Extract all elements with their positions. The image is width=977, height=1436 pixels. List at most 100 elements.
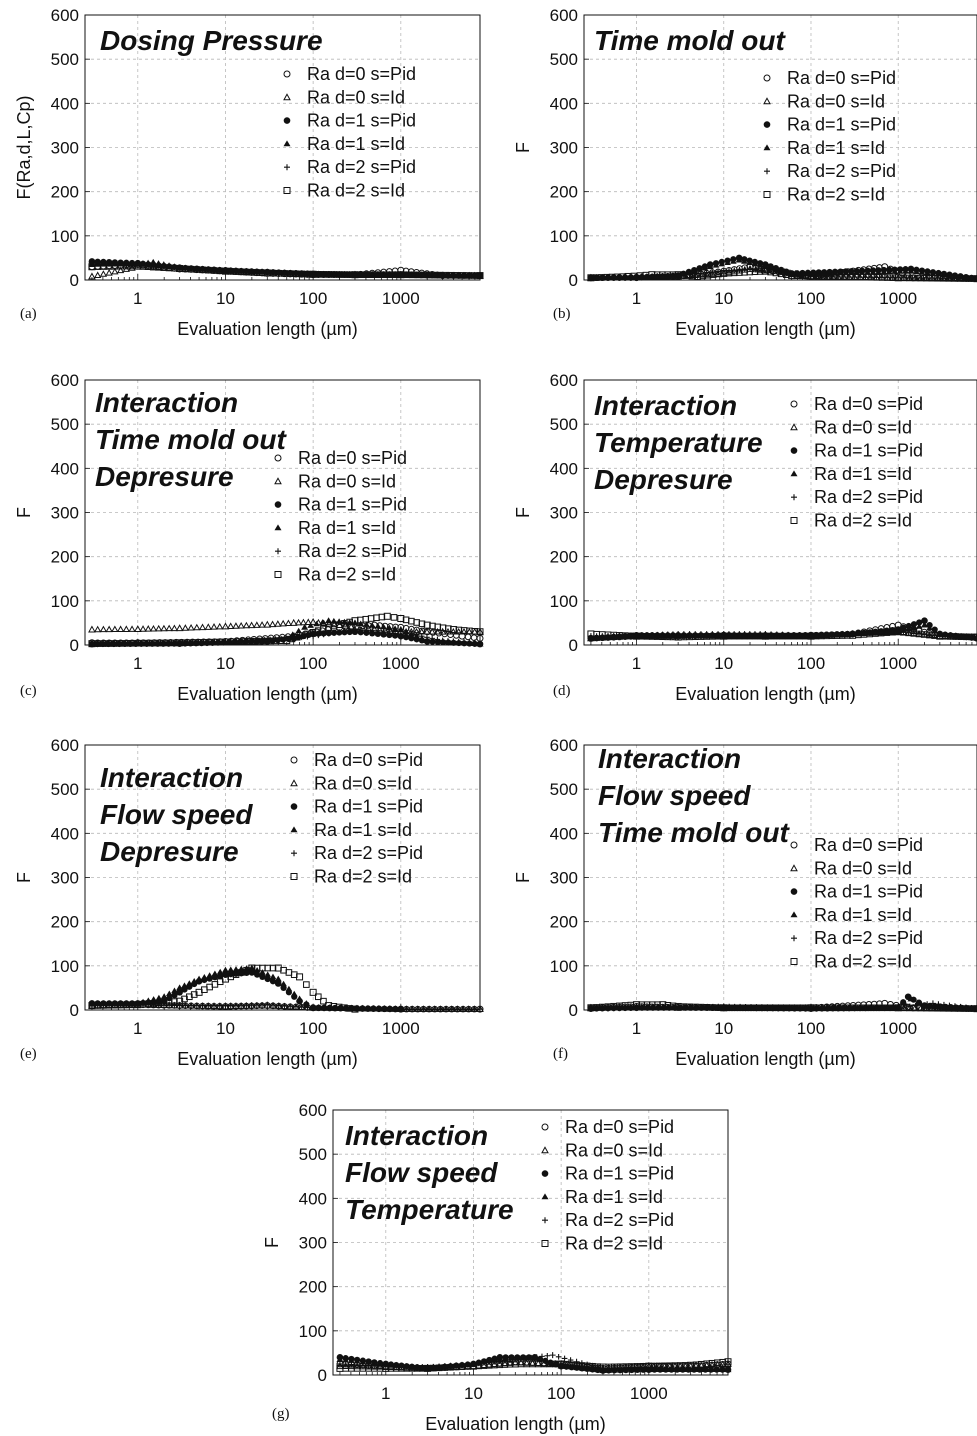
- data-point: [190, 977, 198, 984]
- series-5: [88, 964, 359, 1013]
- data-point: [362, 615, 370, 623]
- data-point: [368, 622, 376, 628]
- data-point: [974, 275, 977, 282]
- data-point: [363, 627, 370, 633]
- data-point: [221, 966, 229, 973]
- y-tick-label: 100: [550, 227, 578, 246]
- data-point: [347, 622, 355, 630]
- data-point: [781, 270, 788, 277]
- legend-entry: Ra d=1 s=Pid: [565, 1164, 674, 1184]
- data-point: [112, 1002, 118, 1008]
- legend-marker: [274, 571, 282, 578]
- data-point: [100, 640, 106, 647]
- data-point: [100, 260, 107, 266]
- data-point: [894, 628, 902, 636]
- data-point: [176, 639, 183, 646]
- data-point: [433, 627, 442, 635]
- data-point: [895, 1004, 902, 1011]
- legend-marker: [790, 470, 798, 477]
- legend-entry: Ra d=1 s=Id: [307, 134, 405, 154]
- data-point: [303, 1000, 310, 1006]
- data-point: [397, 271, 404, 278]
- legend-entry: Ra d=2 s=Id: [814, 511, 912, 531]
- data-point: [128, 264, 136, 271]
- data-point: [471, 639, 478, 646]
- legend-entry: Ra d=1 s=Pid: [814, 882, 923, 902]
- data-point: [669, 1002, 677, 1010]
- plot-frame: [84, 379, 481, 646]
- data-point: [128, 625, 136, 632]
- series-5: [587, 1001, 977, 1013]
- data-point: [920, 621, 928, 628]
- data-point: [307, 622, 314, 628]
- x-axis-label: Evaluation length (µm): [675, 1049, 855, 1069]
- data-point: [431, 272, 438, 278]
- data-point: [430, 1363, 437, 1370]
- y-tick-label: 300: [51, 504, 79, 523]
- data-point: [132, 640, 139, 647]
- data-point: [123, 1002, 130, 1008]
- data-point: [299, 618, 308, 626]
- data-point: [408, 631, 415, 637]
- legend-marker: [541, 1123, 549, 1131]
- panel-label: (b): [553, 306, 571, 322]
- legend-marker: [790, 888, 798, 895]
- y-tick-label: 200: [550, 548, 578, 567]
- data-point: [931, 627, 939, 634]
- legend: Ra d=0 s=Pid Ra d=0 s=Id Ra d=1 s=Pid Ra d=…: [763, 68, 896, 205]
- data-point: [254, 971, 261, 978]
- data-point: [918, 269, 926, 275]
- data-point: [181, 995, 188, 1003]
- data-point: [447, 1362, 454, 1369]
- data-point: [258, 621, 266, 628]
- data-point: [294, 618, 303, 626]
- data-point: [309, 988, 317, 996]
- data-point: [701, 264, 709, 271]
- data-point: [772, 266, 780, 273]
- legend-marker: [284, 164, 290, 171]
- data-point: [455, 627, 463, 635]
- data-point: [346, 619, 353, 625]
- data-point: [363, 271, 370, 278]
- data-point: [442, 1363, 448, 1369]
- panel-c: 0 100 200 300 400 500 600 1 10 100 1000 Evaluation …: [14, 371, 484, 704]
- data-point: [367, 615, 375, 622]
- grid: [333, 1110, 728, 1375]
- data-point: [160, 993, 168, 1000]
- data-point: [88, 640, 95, 647]
- data-point: [397, 1006, 404, 1013]
- data-point: [253, 621, 261, 628]
- legend-marker: [764, 168, 770, 175]
- data-point: [802, 1004, 809, 1011]
- data-point: [910, 621, 918, 628]
- data-point: [506, 1359, 514, 1366]
- data-point: [254, 1002, 260, 1008]
- data-point: [269, 973, 277, 980]
- data-point: [166, 990, 173, 997]
- series-5: [88, 262, 484, 280]
- data-point: [785, 631, 791, 638]
- data-point: [610, 274, 617, 280]
- data-point: [392, 628, 398, 635]
- data-point: [644, 632, 650, 638]
- data-point: [858, 269, 866, 275]
- data-point: [315, 1005, 322, 1011]
- data-point: [253, 1001, 261, 1009]
- data-point: [891, 268, 898, 274]
- data-point: [791, 1004, 798, 1011]
- data-point: [905, 1004, 914, 1011]
- x-tick-label: 100: [299, 1019, 327, 1038]
- data-point: [335, 618, 343, 624]
- legend-entry: Ra d=0 s=Id: [814, 417, 912, 437]
- legend-entry: Ra d=1 s=Id: [298, 518, 396, 538]
- data-point: [419, 1365, 426, 1372]
- x-tick-label: 10: [714, 289, 733, 308]
- x-tick-label: 10: [714, 1019, 733, 1038]
- y-tick-label: 200: [51, 548, 79, 567]
- legend: Ra d=0 s=Pid Ra d=0 s=Id Ra d=1 s=Pid Ra d=…: [790, 835, 923, 972]
- data-point: [654, 1001, 661, 1009]
- data-point: [287, 1003, 294, 1010]
- x-axis-label: Evaluation length (µm): [177, 1049, 357, 1069]
- data-point: [290, 990, 298, 997]
